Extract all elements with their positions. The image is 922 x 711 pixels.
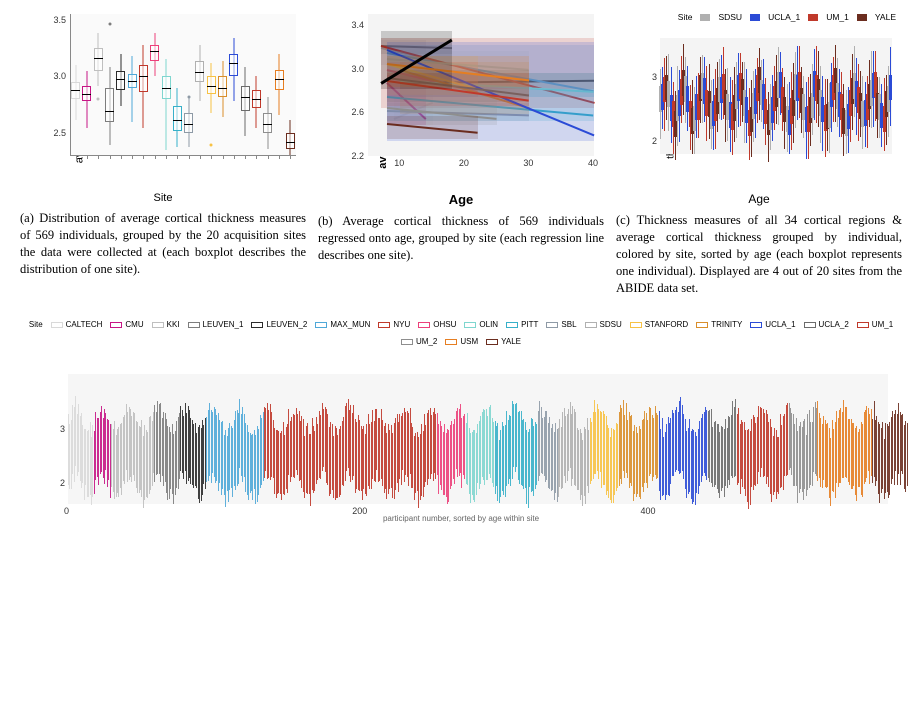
outlier — [108, 23, 111, 26]
legend-site-name: UCLA_1 — [768, 12, 800, 22]
panel-c-plot-area: 23 — [660, 38, 892, 154]
top-panels-row: average cortical thickness 2.53.03.5 Sit… — [20, 10, 902, 296]
legend-site-name: CMU — [125, 320, 143, 329]
legend-item: UM_1 — [857, 320, 893, 329]
legend-swatch — [378, 322, 390, 328]
legend-swatch — [486, 339, 498, 345]
legend-item: SDSU — [585, 320, 622, 329]
panel-a-xlabel: Site — [20, 192, 306, 204]
legend-swatch — [804, 322, 816, 328]
legend-swatch — [750, 322, 762, 328]
legend-swatch — [546, 322, 558, 328]
panel-a: average cortical thickness 2.53.03.5 Sit… — [20, 10, 306, 296]
legend-swatch — [445, 339, 457, 345]
legend-swatch — [808, 14, 818, 21]
legend-swatch — [51, 322, 63, 328]
panel-d-plot-area: 230200400 — [68, 374, 888, 504]
legend-site-name: YALE — [501, 337, 521, 346]
legend-item: CMU — [110, 320, 143, 329]
legend-swatch — [251, 322, 263, 328]
legend-site-name: UCLA_1 — [765, 320, 795, 329]
legend-swatch — [188, 322, 200, 328]
legend-swatch — [700, 14, 710, 21]
legend-item: TRINITY — [696, 320, 742, 329]
outlier — [97, 98, 100, 101]
legend-item: CALTECH — [51, 320, 103, 329]
legend-item: OHSU — [418, 320, 456, 329]
legend-site-name: CALTECH — [66, 320, 103, 329]
legend-site-name: YALE — [875, 12, 896, 22]
legend-site-name: SDSU — [600, 320, 622, 329]
panel-c-xlabel: Age — [616, 192, 902, 206]
legend-item: MAX_MUN — [315, 320, 370, 329]
legend-site-name: PITT — [521, 320, 538, 329]
legend-site-name: UM_1 — [872, 320, 893, 329]
ytick: 3.5 — [53, 15, 66, 25]
ytick: 2.5 — [53, 128, 66, 138]
panel-b-chart: average cortical thickness 2.22.63.03.41… — [318, 10, 604, 190]
legend-swatch — [585, 322, 597, 328]
legend-item: LEUVEN_2 — [251, 320, 307, 329]
legend-swatch — [506, 322, 518, 328]
legend-site-name: SDSU — [718, 12, 742, 22]
legend-item: USM — [445, 337, 478, 346]
panel-c-legend: Site SDSU UCLA_1 UM_1 YALE — [678, 12, 898, 22]
legend-swatch — [630, 322, 642, 328]
legend-swatch — [152, 322, 164, 328]
legend-item: YALE — [486, 337, 521, 346]
panel-b-caption: (b) Average cortical thickness of 569 in… — [318, 213, 604, 264]
legend-item: UCLA_1 — [750, 320, 795, 329]
legend-item: UCLA_2 — [804, 320, 849, 329]
legend-swatch — [110, 322, 122, 328]
legend-swatch — [418, 322, 430, 328]
legend-swatch — [464, 322, 476, 328]
legend-item: STANFORD — [630, 320, 688, 329]
legend-item: LEUVEN_1 — [188, 320, 244, 329]
panel-d-xlabel: participant number, sorted by age within… — [20, 514, 902, 523]
legend-swatch — [696, 322, 708, 328]
panel-a-plot-area: 2.53.03.5 — [70, 14, 296, 156]
legend-item: OLIN — [464, 320, 498, 329]
legend-site-name: OLIN — [479, 320, 498, 329]
panel-c: thickness of cortical region SiteSDSUUCL… — [616, 10, 902, 296]
panel-b-plot-area: 2.22.63.03.410203040 — [368, 14, 594, 156]
panel-d: Site CALTECH CMU KKI LEUVEN_1 LEUVEN_2 MAX_MUN… — [20, 320, 902, 520]
panel-b-xlabel: Age — [318, 192, 604, 207]
legend-site-name: LEUVEN_1 — [203, 320, 244, 329]
legend-swatch — [857, 14, 867, 21]
legend-site-name: NYU — [393, 320, 410, 329]
legend-label: Site — [29, 320, 43, 329]
legend-item: KKI — [152, 320, 180, 329]
legend-item: SBL — [546, 320, 576, 329]
legend-item: UM_2 — [401, 337, 437, 346]
legend-swatch — [401, 339, 413, 345]
legend-item: PITT — [506, 320, 538, 329]
legend-site-name: UM_2 — [416, 337, 437, 346]
legend-swatch — [750, 14, 760, 21]
panel-c-chart: thickness of cortical region SiteSDSUUCL… — [616, 10, 902, 190]
panel-a-chart: average cortical thickness 2.53.03.5 — [20, 10, 306, 190]
outlier — [187, 95, 190, 98]
legend-site-name: TRINITY — [711, 320, 742, 329]
legend-site-name: MAX_MUN — [330, 320, 370, 329]
legend-site-name: OHSU — [433, 320, 456, 329]
legend-site-name: STANFORD — [645, 320, 688, 329]
legend-site-name: LEUVEN_2 — [266, 320, 307, 329]
legend-swatch — [315, 322, 327, 328]
legend-site-name: KKI — [167, 320, 180, 329]
legend-swatch — [857, 322, 869, 328]
panel-a-caption: (a) Distribution of average cortical thi… — [20, 210, 306, 278]
panel-b: average cortical thickness 2.22.63.03.41… — [318, 10, 604, 296]
outlier — [210, 143, 213, 146]
legend-site-name: SBL — [561, 320, 576, 329]
legend-label: Site — [678, 12, 693, 22]
legend-site-name: USM — [460, 337, 478, 346]
legend-site-name: UM_1 — [826, 12, 849, 22]
panel-c-caption: (c) Thickness measures of all 34 cortica… — [616, 212, 902, 296]
legend-site-name: UCLA_2 — [819, 320, 849, 329]
panel-d-legend: Site CALTECH CMU KKI LEUVEN_1 LEUVEN_2 MAX_MUN… — [20, 320, 902, 346]
legend-item: NYU — [378, 320, 410, 329]
panel-d-chart: thickness of cortical region 230200400 — [20, 352, 902, 512]
ytick: 3.0 — [53, 71, 66, 81]
